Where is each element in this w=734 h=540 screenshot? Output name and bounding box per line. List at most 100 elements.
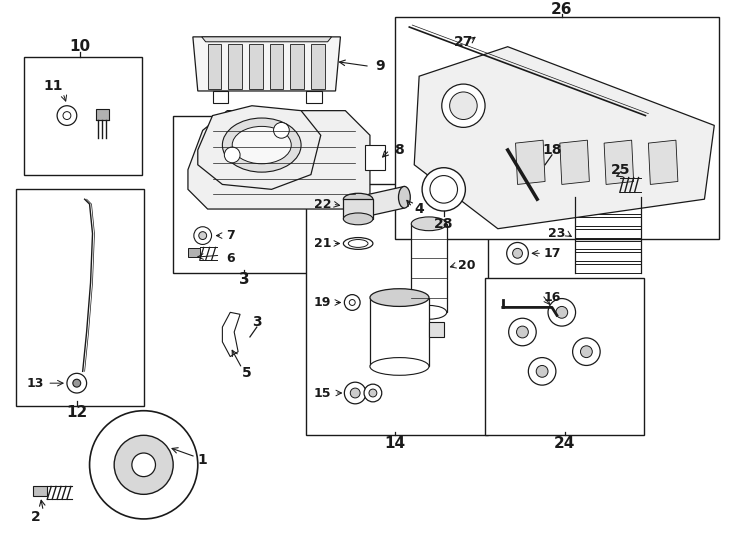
Polygon shape <box>197 106 321 190</box>
Bar <box>575 229 642 238</box>
Polygon shape <box>560 140 589 185</box>
Bar <box>575 217 642 226</box>
Ellipse shape <box>411 217 447 231</box>
Circle shape <box>528 357 556 385</box>
Circle shape <box>430 176 457 203</box>
Polygon shape <box>290 44 304 89</box>
Circle shape <box>132 453 156 477</box>
Polygon shape <box>414 46 714 229</box>
Text: 10: 10 <box>69 39 90 54</box>
Ellipse shape <box>344 193 373 205</box>
Ellipse shape <box>232 126 291 164</box>
Text: 11: 11 <box>43 79 63 93</box>
Bar <box>485 278 644 435</box>
Text: 8: 8 <box>395 143 404 157</box>
Bar <box>575 252 642 261</box>
Circle shape <box>364 384 382 402</box>
Polygon shape <box>213 91 228 103</box>
Circle shape <box>225 147 240 163</box>
Text: 2: 2 <box>31 510 40 524</box>
Text: 24: 24 <box>554 436 575 451</box>
Text: 26: 26 <box>551 2 573 17</box>
Circle shape <box>90 411 197 519</box>
Text: 18: 18 <box>542 143 562 157</box>
Text: 21: 21 <box>314 237 332 250</box>
Circle shape <box>556 306 567 318</box>
Bar <box>23 57 142 174</box>
Circle shape <box>63 112 71 119</box>
Polygon shape <box>306 91 321 103</box>
Polygon shape <box>429 322 444 337</box>
Circle shape <box>512 248 523 258</box>
Text: 28: 28 <box>434 217 454 231</box>
Polygon shape <box>96 109 109 120</box>
Polygon shape <box>500 138 514 152</box>
Polygon shape <box>208 44 222 89</box>
Circle shape <box>73 379 81 387</box>
Circle shape <box>450 92 477 119</box>
Text: 3: 3 <box>239 272 250 287</box>
Polygon shape <box>188 111 370 209</box>
Circle shape <box>349 300 355 306</box>
Circle shape <box>509 318 537 346</box>
Bar <box>575 205 642 214</box>
Text: 25: 25 <box>611 163 631 177</box>
Circle shape <box>199 232 207 240</box>
Circle shape <box>350 388 360 398</box>
Polygon shape <box>269 44 283 89</box>
Text: 22: 22 <box>314 198 332 211</box>
Text: 5: 5 <box>242 366 252 380</box>
Bar <box>411 224 447 312</box>
Polygon shape <box>222 312 240 356</box>
Ellipse shape <box>349 240 368 247</box>
Circle shape <box>67 373 87 393</box>
Circle shape <box>548 299 575 326</box>
Text: 6: 6 <box>226 252 235 265</box>
Polygon shape <box>648 140 678 185</box>
Circle shape <box>581 346 592 357</box>
Text: 1: 1 <box>198 453 208 467</box>
Circle shape <box>442 84 485 127</box>
Text: 17: 17 <box>543 247 561 260</box>
Polygon shape <box>360 186 404 218</box>
Text: 27: 27 <box>454 35 473 49</box>
Ellipse shape <box>370 289 429 306</box>
Bar <box>173 116 316 273</box>
Circle shape <box>517 326 528 338</box>
Polygon shape <box>188 248 200 257</box>
Ellipse shape <box>370 357 429 375</box>
Text: 13: 13 <box>26 377 44 390</box>
Ellipse shape <box>355 196 366 218</box>
Text: 20: 20 <box>457 259 475 272</box>
Bar <box>370 298 429 367</box>
Polygon shape <box>249 44 263 89</box>
Polygon shape <box>193 37 341 91</box>
Polygon shape <box>606 178 619 190</box>
Polygon shape <box>311 44 324 89</box>
Circle shape <box>344 295 360 310</box>
Text: 19: 19 <box>314 296 332 309</box>
Ellipse shape <box>344 213 373 225</box>
Text: 14: 14 <box>384 436 405 451</box>
Bar <box>344 199 373 219</box>
Text: 16: 16 <box>543 291 561 304</box>
Ellipse shape <box>222 118 301 172</box>
Circle shape <box>537 366 548 377</box>
Bar <box>306 185 488 435</box>
Text: 23: 23 <box>548 227 566 240</box>
Polygon shape <box>365 145 385 170</box>
Text: 9: 9 <box>375 59 385 73</box>
Bar <box>575 264 642 273</box>
Bar <box>575 240 642 249</box>
Text: 7: 7 <box>226 229 235 242</box>
Circle shape <box>194 227 211 245</box>
Text: 4: 4 <box>414 202 424 216</box>
Circle shape <box>422 168 465 211</box>
Circle shape <box>57 106 77 125</box>
Circle shape <box>344 382 366 404</box>
Ellipse shape <box>344 238 373 249</box>
Circle shape <box>369 389 377 397</box>
Bar <box>15 190 144 406</box>
Polygon shape <box>228 44 242 89</box>
Text: 15: 15 <box>314 387 332 400</box>
